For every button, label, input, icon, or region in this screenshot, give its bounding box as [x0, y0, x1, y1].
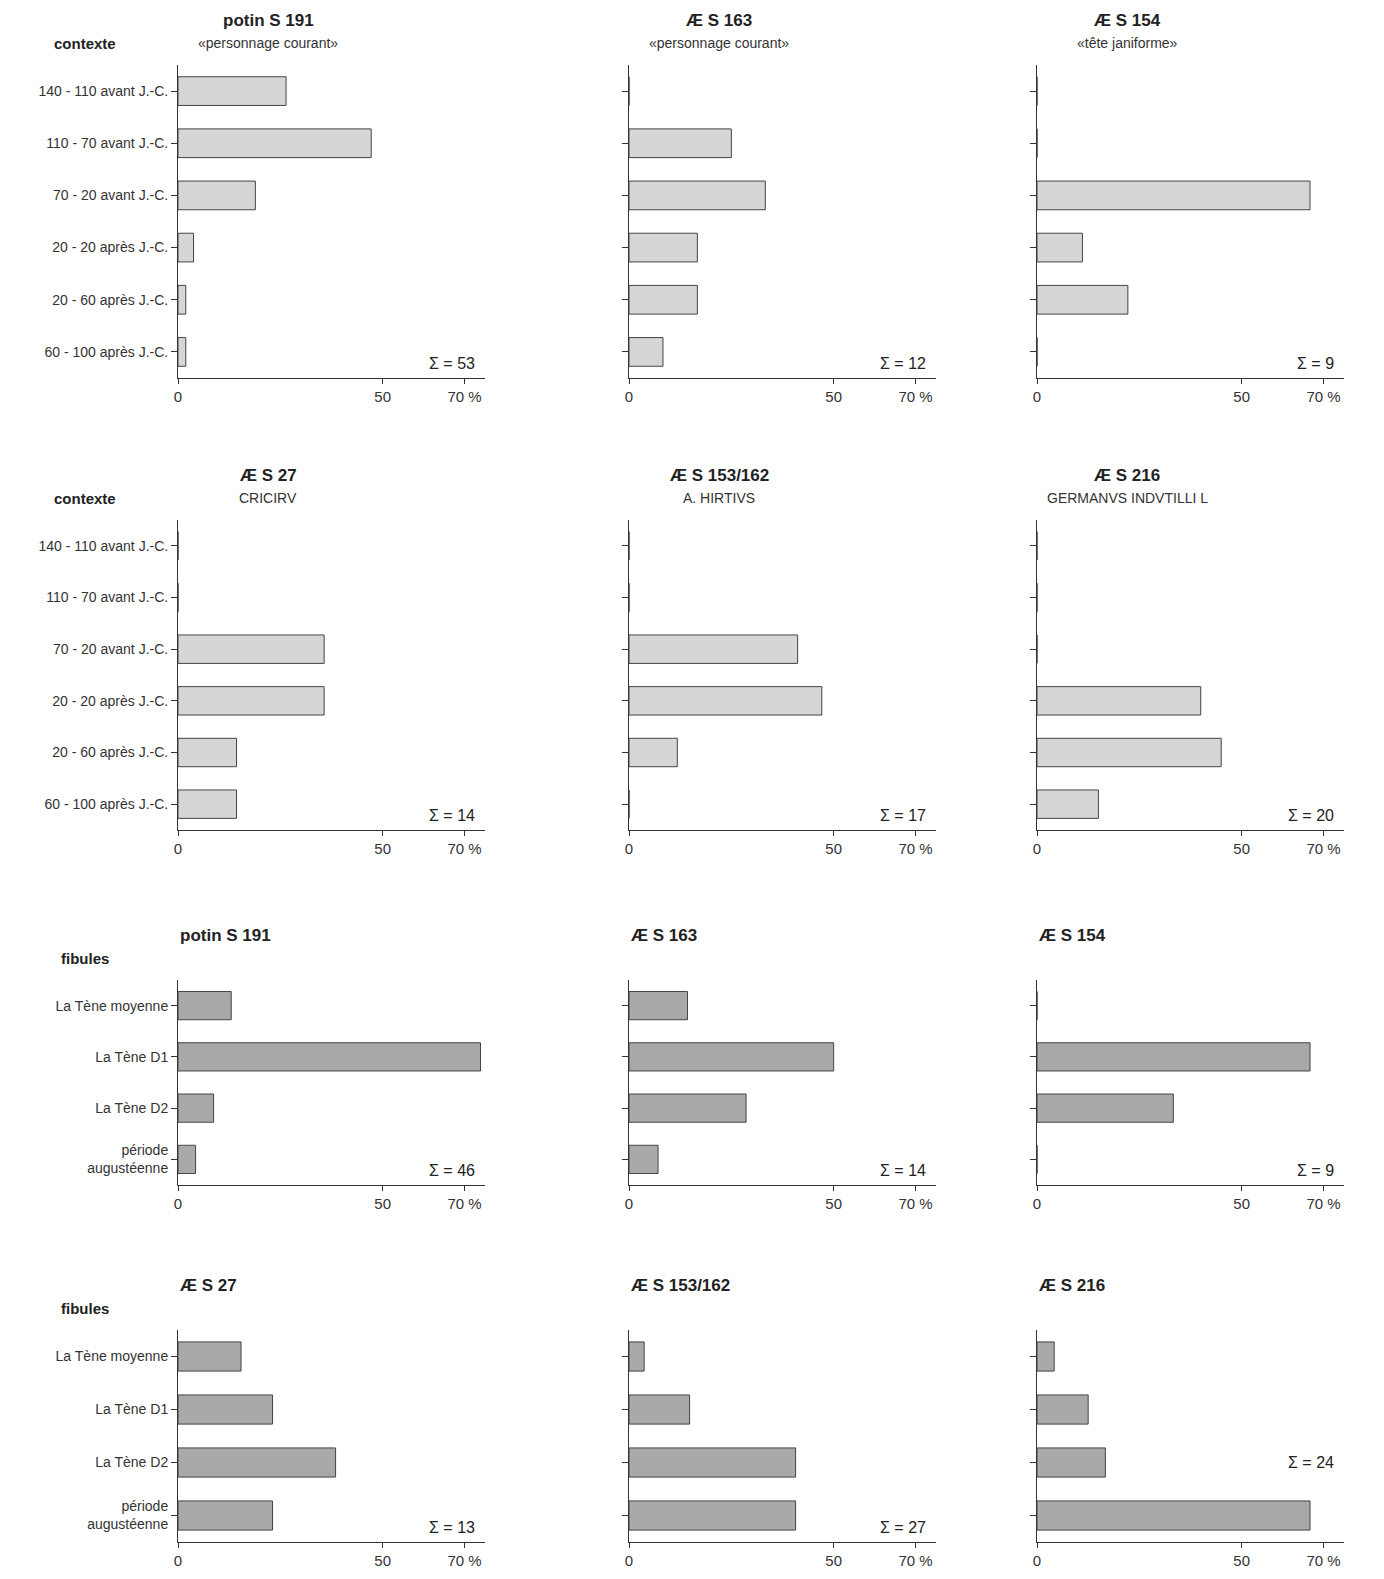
svg-text:60 - 100 après J.-C.: 60 - 100 après J.-C.	[44, 344, 168, 360]
svg-text:La Tène D1: La Tène D1	[95, 1049, 168, 1065]
svg-text:0: 0	[1033, 1552, 1041, 1569]
svg-text:Σ = 9: Σ = 9	[1297, 1162, 1334, 1179]
svg-text:70 %: 70 %	[898, 388, 932, 405]
svg-text:50: 50	[374, 388, 391, 405]
svg-text:Σ = 14: Σ = 14	[429, 807, 475, 824]
svg-text:60 - 100 après J.-C.: 60 - 100 après J.-C.	[44, 796, 168, 812]
svg-text:contexte: contexte	[54, 490, 116, 507]
svg-text:110 - 70 avant J.-C.: 110 - 70 avant J.-C.	[46, 135, 168, 151]
svg-text:50: 50	[825, 1195, 842, 1212]
svg-text:potin S 191: potin S 191	[223, 11, 314, 30]
svg-text:A. HIRTIVS: A. HIRTIVS	[683, 490, 755, 506]
svg-text:fibules: fibules	[61, 950, 109, 967]
svg-text:Æ S 27: Æ S 27	[240, 466, 297, 485]
svg-text:0: 0	[625, 388, 633, 405]
svg-text:0: 0	[174, 1552, 182, 1569]
svg-text:70 - 20 avant J.-C.: 70 - 20 avant J.-C.	[53, 641, 168, 657]
svg-text:La Tène moyenne: La Tène moyenne	[56, 998, 169, 1014]
svg-text:20 - 60 après J.-C.: 20 - 60 après J.-C.	[52, 292, 168, 308]
svg-text:fibules: fibules	[61, 1300, 109, 1317]
svg-text:0: 0	[625, 1195, 633, 1212]
svg-text:70 %: 70 %	[447, 1195, 481, 1212]
svg-text:0: 0	[625, 840, 633, 857]
svg-text:Σ = 17: Σ = 17	[880, 807, 926, 824]
svg-text:70 %: 70 %	[898, 1195, 932, 1212]
svg-text:50: 50	[1233, 840, 1250, 857]
svg-text:50: 50	[825, 388, 842, 405]
svg-text:70 %: 70 %	[1306, 1195, 1340, 1212]
svg-text:0: 0	[625, 1552, 633, 1569]
svg-text:contexte: contexte	[54, 35, 116, 52]
svg-text:potin S 191: potin S 191	[180, 926, 271, 945]
svg-text:Σ = 12: Σ = 12	[880, 355, 926, 372]
svg-text:CRICIRV: CRICIRV	[239, 490, 297, 506]
svg-text:20 - 20 après J.-C.: 20 - 20 après J.-C.	[52, 239, 168, 255]
svg-text:La Tène D1: La Tène D1	[95, 1401, 168, 1417]
svg-text:Σ = 53: Σ = 53	[429, 355, 475, 372]
svg-text:«tête janiforme»: «tête janiforme»	[1077, 35, 1178, 51]
svg-text:70 %: 70 %	[898, 1552, 932, 1569]
svg-text:70 - 20 avant J.-C.: 70 - 20 avant J.-C.	[53, 187, 168, 203]
svg-text:Æ S 163: Æ S 163	[631, 926, 697, 945]
svg-text:Æ S 216: Æ S 216	[1094, 466, 1160, 485]
svg-text:110 - 70 avant J.-C.: 110 - 70 avant J.-C.	[46, 589, 168, 605]
svg-text:50: 50	[1233, 388, 1250, 405]
svg-text:Æ S 153/162: Æ S 153/162	[631, 1276, 730, 1295]
svg-text:Æ S 154: Æ S 154	[1039, 926, 1106, 945]
svg-text:Σ = 24: Σ = 24	[1288, 1454, 1334, 1471]
svg-text:Æ S 27: Æ S 27	[180, 1276, 237, 1295]
svg-text:20 - 60 après J.-C.: 20 - 60 après J.-C.	[52, 744, 168, 760]
svg-text:20 - 20 après J.-C.: 20 - 20 après J.-C.	[52, 693, 168, 709]
svg-text:Æ S 153/162: Æ S 153/162	[670, 466, 769, 485]
svg-text:140 - 110 avant J.-C.: 140 - 110 avant J.-C.	[38, 83, 168, 99]
svg-text:Σ = 13: Σ = 13	[429, 1519, 475, 1536]
svg-text:0: 0	[1033, 1195, 1041, 1212]
svg-text:Σ = 9: Σ = 9	[1297, 355, 1334, 372]
svg-text:La Tène D2: La Tène D2	[95, 1100, 168, 1116]
svg-text:GERMANVS INDVTILLI L: GERMANVS INDVTILLI L	[1047, 490, 1208, 506]
svg-text:50: 50	[374, 840, 391, 857]
svg-text:Σ = 20: Σ = 20	[1288, 807, 1334, 824]
svg-text:50: 50	[825, 1552, 842, 1569]
svg-text:«personnage courant»: «personnage courant»	[198, 35, 338, 51]
svg-text:70 %: 70 %	[1306, 840, 1340, 857]
svg-text:70 %: 70 %	[1306, 1552, 1340, 1569]
svg-text:«personnage courant»: «personnage courant»	[649, 35, 789, 51]
svg-text:0: 0	[1033, 388, 1041, 405]
svg-text:périodeaugustéenne: périodeaugustéenne	[87, 1498, 168, 1532]
svg-text:70 %: 70 %	[447, 388, 481, 405]
svg-text:0: 0	[174, 1195, 182, 1212]
svg-text:La Tène moyenne: La Tène moyenne	[56, 1348, 169, 1364]
svg-text:140 - 110 avant J.-C.: 140 - 110 avant J.-C.	[38, 538, 168, 554]
svg-text:50: 50	[374, 1552, 391, 1569]
svg-text:70 %: 70 %	[447, 840, 481, 857]
svg-text:70 %: 70 %	[898, 840, 932, 857]
svg-text:Æ S 154: Æ S 154	[1094, 11, 1161, 30]
svg-text:70 %: 70 %	[1306, 388, 1340, 405]
svg-text:50: 50	[1233, 1552, 1250, 1569]
svg-text:0: 0	[1033, 840, 1041, 857]
svg-text:Σ = 27: Σ = 27	[880, 1519, 926, 1536]
svg-text:0: 0	[174, 840, 182, 857]
svg-text:Σ = 46: Σ = 46	[429, 1162, 475, 1179]
svg-text:Æ S 163: Æ S 163	[686, 11, 752, 30]
svg-text:Σ = 14: Σ = 14	[880, 1162, 926, 1179]
svg-text:50: 50	[374, 1195, 391, 1212]
svg-text:Æ S 216: Æ S 216	[1039, 1276, 1105, 1295]
svg-text:50: 50	[825, 840, 842, 857]
svg-text:50: 50	[1233, 1195, 1250, 1212]
svg-text:70 %: 70 %	[447, 1552, 481, 1569]
svg-text:périodeaugustéenne: périodeaugustéenne	[87, 1142, 168, 1176]
svg-text:La Tène D2: La Tène D2	[95, 1454, 168, 1470]
svg-text:0: 0	[174, 388, 182, 405]
